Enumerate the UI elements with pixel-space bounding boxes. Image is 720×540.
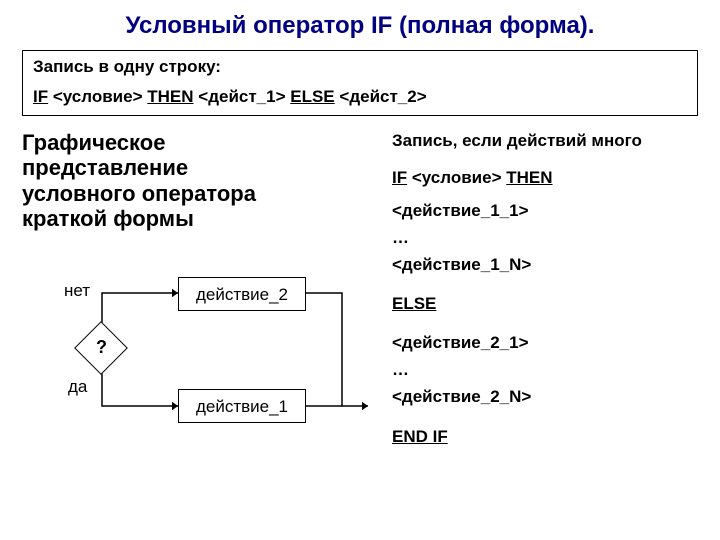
right-dots2: … — [392, 359, 692, 382]
graphic-title-l3: условного оператора — [22, 181, 256, 206]
right-column: Запись, если действий много IF <условие>… — [392, 130, 692, 453]
kw-then-right: THEN — [506, 168, 552, 187]
kw-then: THEN — [147, 87, 193, 106]
syntax-line: IF <условие> THEN <дейст_1> ELSE <дейст_… — [33, 87, 687, 107]
graphic-title: Графическое представление условного опер… — [22, 130, 378, 231]
slide-title: Условный оператор IF (полная форма). — [0, 0, 720, 50]
right-dots1: … — [392, 227, 692, 250]
kw-endif: END IF — [392, 426, 448, 449]
branch-no-label: нет — [64, 281, 90, 301]
right-header: Запись, если действий много — [392, 130, 692, 153]
right-act-1-n: <действие_1_N> — [392, 254, 692, 277]
syntax-act1: <дейст_1> — [198, 87, 285, 106]
flowchart: нет да ? действие_2 действие_1 — [22, 271, 382, 441]
syntax-cond: <условие> — [53, 87, 143, 106]
kw-else-right: ELSE — [392, 293, 436, 316]
decision-text: ? — [96, 337, 107, 358]
branch-yes-label: да — [68, 377, 87, 397]
graphic-title-l1: Графическое — [22, 130, 165, 155]
kw-if: IF — [33, 87, 48, 106]
right-act-2-n: <действие_2_N> — [392, 386, 692, 409]
main-columns: Графическое представление условного опер… — [22, 130, 698, 453]
graphic-title-l2: представление — [22, 155, 188, 180]
syntax-box: Запись в одну строку: IF <условие> THEN … — [22, 50, 698, 116]
right-cond: <условие> — [412, 168, 502, 187]
right-act-2-1: <действие_2_1> — [392, 332, 692, 355]
right-act-1-1: <действие_1_1> — [392, 200, 692, 223]
left-column: Графическое представление условного опер… — [22, 130, 392, 453]
kw-if-right: IF — [392, 168, 407, 187]
graphic-title-l4: краткой формы — [22, 206, 194, 231]
kw-else: ELSE — [290, 87, 334, 106]
syntax-act2: <дейст_2> — [339, 87, 426, 106]
action-box-2: действие_2 — [178, 277, 306, 311]
syntax-label: Запись в одну строку: — [33, 57, 687, 77]
action-box-1: действие_1 — [178, 389, 306, 423]
right-if-line: IF <условие> THEN — [392, 167, 692, 190]
